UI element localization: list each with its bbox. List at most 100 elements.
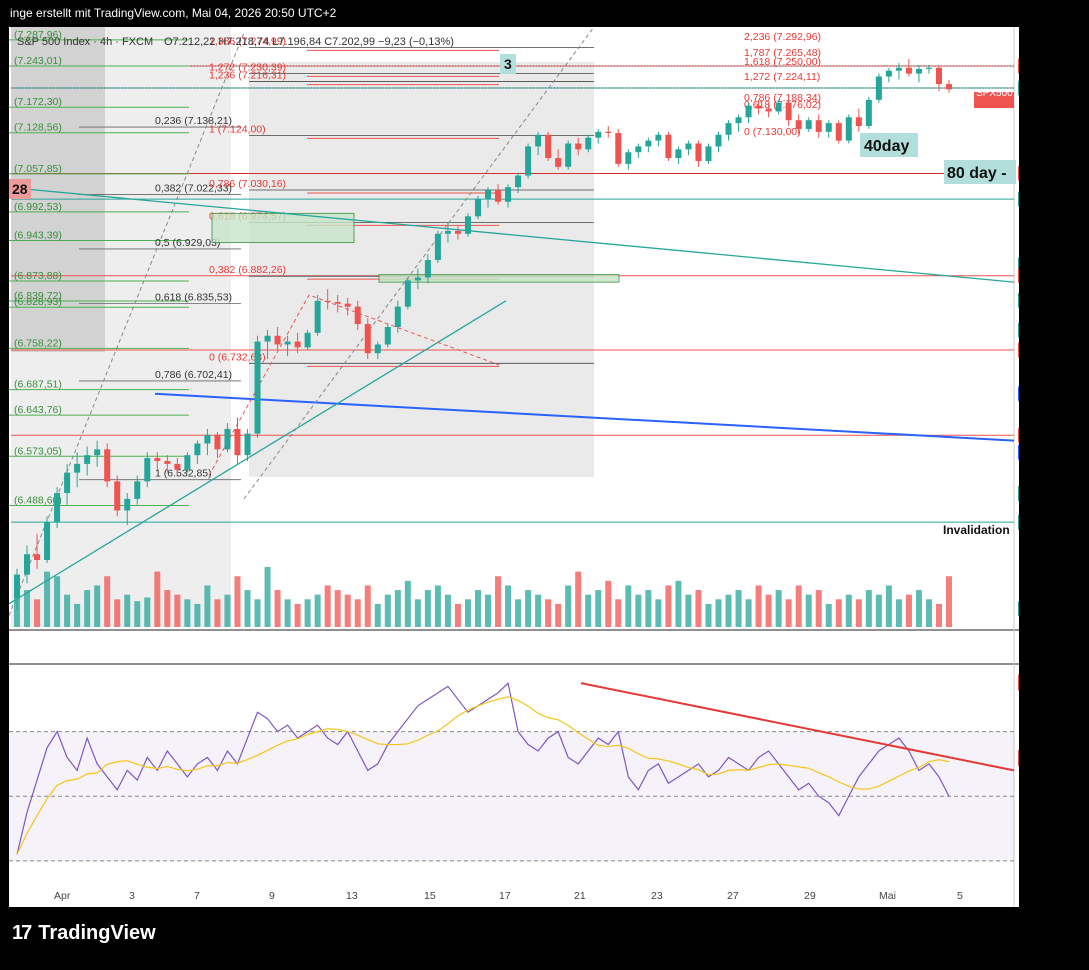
candle-body <box>394 306 401 327</box>
fib-left-label: (6.758,22) <box>14 337 62 349</box>
fib-mid-group: 0,236 (7.138,21) 0,382 (7.022,33) 0,5 (6.9… <box>79 115 241 481</box>
candle-body <box>895 67 902 71</box>
fib-mid-label: 0,618 (6.835,53) <box>155 291 232 303</box>
fib-topright-label: 1,272 (7.224,11) <box>744 71 820 83</box>
fib-topright-label: 1,618 (7.250,00) <box>744 56 821 68</box>
rsi-ma-line <box>16 696 950 855</box>
fib-left-label: (7.128,56) <box>14 122 62 134</box>
volume-bar <box>665 585 672 627</box>
fib-red-label: 0,382 (6.882,26) <box>209 264 286 276</box>
volume-bar <box>124 594 131 627</box>
volume-bar <box>555 603 562 627</box>
candle-body <box>495 190 502 202</box>
volume-bar <box>234 576 241 627</box>
fib-topright-label: 2,236 (7.292,96) <box>744 31 821 43</box>
fib-mid-label: 0,382 (7.022,33) <box>155 183 232 195</box>
candle-body <box>855 117 862 127</box>
volume-bar <box>134 601 141 627</box>
x-axis-group: Apr 3 7 9 13 15 17 21 23 27 29 Mai 5 <box>54 890 963 902</box>
chart-area[interactable]: 6.300,006.350,006.400,006.450,006.500,00… <box>9 27 1019 907</box>
candle-body <box>194 443 201 456</box>
x-tick-label: 29 <box>804 890 816 902</box>
candle-body <box>224 428 231 450</box>
volume-bar <box>675 580 682 627</box>
volume-bar <box>454 603 461 627</box>
volume-bar <box>104 576 111 627</box>
rsi-current-label-box <box>1018 750 1019 767</box>
price-labels-group: 7.243,027.205,237.058,517.014,606.902,04… <box>1018 58 1019 617</box>
candle-body <box>74 463 81 473</box>
candle-body <box>404 280 411 307</box>
chart-svg[interactable]: 6.300,006.350,006.400,006.450,006.500,00… <box>9 27 1019 907</box>
fib-red-label: 0,786 (7.030,16) <box>209 178 286 190</box>
candle-body <box>104 449 111 482</box>
candle-body <box>595 131 602 138</box>
x-tick-label: 23 <box>651 890 663 902</box>
fib-topright-label: 0,618 (7.176,02) <box>744 99 821 111</box>
candle-body <box>334 301 341 304</box>
volume-bar <box>304 599 311 627</box>
candle-body <box>44 522 51 561</box>
fib-red-label: 1,272 (7.230,39) <box>209 61 286 73</box>
teal-trend-line <box>9 186 1015 283</box>
price-label-box <box>1018 80 1019 96</box>
x-tick-label: 9 <box>269 890 275 902</box>
candle-body <box>184 455 191 470</box>
x-tick-label: 15 <box>424 890 436 902</box>
volume-bar <box>224 594 231 627</box>
x-tick-label: 27 <box>727 890 739 902</box>
candle-body <box>174 463 181 470</box>
volume-bar <box>204 585 211 627</box>
candle-body <box>264 335 271 342</box>
candle-body <box>485 190 492 199</box>
zone-box <box>378 274 620 283</box>
fib-left-label: (7.243,01) <box>14 55 62 67</box>
candle-body <box>34 554 41 561</box>
volume-bar <box>505 585 512 627</box>
volume-bar <box>945 576 953 627</box>
candle-body <box>144 458 151 482</box>
candle-body <box>805 120 812 129</box>
price-label-box <box>1018 58 1019 74</box>
candle-body <box>204 434 211 444</box>
volume-bar <box>284 599 291 627</box>
volume-group <box>13 567 953 627</box>
volume-bar <box>785 599 792 627</box>
volume-bar <box>815 590 822 627</box>
volume-bar <box>725 594 732 627</box>
x-tick-label: 21 <box>574 890 586 902</box>
candle-body <box>885 70 892 77</box>
volume-bar <box>13 580 21 627</box>
volume-bar <box>635 594 642 627</box>
fib-left-group: (7.287,96) (7.243,01) (7.172,30) (7.128,56)… <box>9 29 189 506</box>
annotation-box <box>944 160 1016 184</box>
price-label-box <box>1018 322 1019 338</box>
candle-body <box>835 123 842 141</box>
volume-bar <box>755 585 762 627</box>
fib-topright-label: 0,786 (7.188,34) <box>744 92 821 104</box>
candle-body <box>625 152 632 164</box>
candle-body <box>555 158 562 167</box>
volume-bar <box>845 594 852 627</box>
tradingview-logo[interactable]: 17 TradingView <box>12 922 156 945</box>
volume-bar <box>545 599 552 627</box>
chart-title: S&P 500 Index · 4h · FXCM <box>17 36 153 48</box>
volume-bar <box>745 599 752 627</box>
price-label-box <box>1018 292 1019 309</box>
candle-body <box>675 149 682 159</box>
candle-body <box>945 84 953 90</box>
volume-bar <box>424 590 431 627</box>
candle-body <box>585 137 592 150</box>
fib-left-label: (7.287,96) <box>14 29 62 41</box>
volume-bar <box>344 594 351 627</box>
volume-bar <box>114 599 121 627</box>
volume-bar <box>184 599 191 627</box>
annotation-invalidation: Invalidation <box>943 523 1010 537</box>
fib-mid-label: 0,786 (6.702,41) <box>155 369 232 381</box>
volume-bar <box>94 585 101 627</box>
candle-body <box>304 332 311 348</box>
volume-bar <box>565 585 572 627</box>
volume-bar <box>414 599 421 627</box>
volume-bar <box>595 590 602 627</box>
